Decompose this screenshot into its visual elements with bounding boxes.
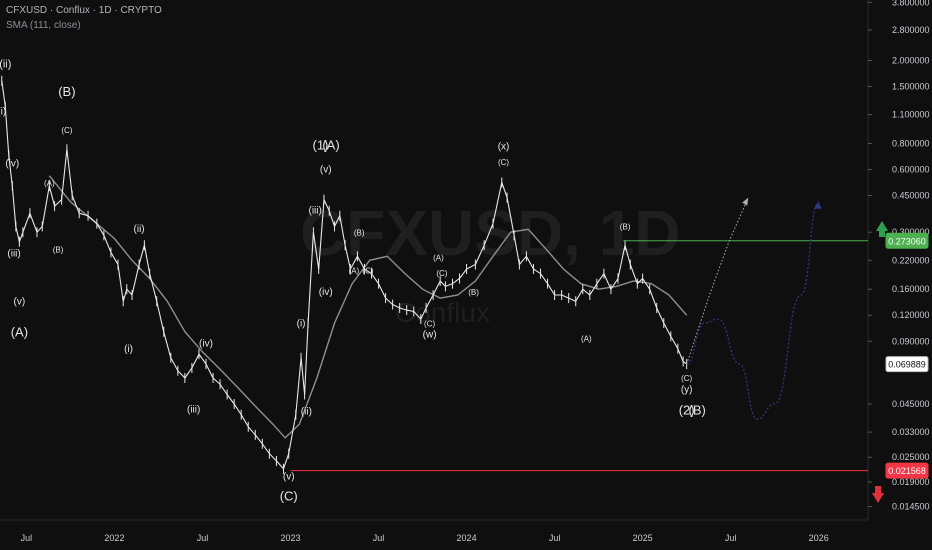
price-series-line: [1, 80, 688, 470]
time-tick-label: Jul: [197, 533, 209, 543]
levels-layer: [290, 240, 868, 472]
resistance-price-tag-label: 0.273060: [888, 236, 926, 246]
wave-label: (A): [349, 267, 360, 276]
sma-line: [48, 175, 688, 439]
wave-label: (v): [14, 297, 26, 308]
wave-label: (C): [681, 374, 692, 383]
wave-label: (ii): [0, 59, 11, 71]
price-tick-label: 0.220000: [892, 255, 930, 265]
wave-labels-layer: (ii)(i)(iv)(iii)(v)(A)(B)(C)(A)(B)(ii)(i…: [0, 59, 706, 504]
support-price-tag-label: 0.021568: [888, 466, 926, 476]
price-tick-label: 2.000000: [892, 55, 930, 65]
price-tick-label: 0.045000: [892, 399, 930, 409]
resistance-price-tag-box: [885, 232, 929, 249]
current-price-tag-label: 0.069889: [888, 360, 926, 370]
price-tick-label: 0.120000: [892, 310, 930, 320]
arrow-down-icon-stem: [875, 486, 881, 493]
wave-label: (B): [689, 403, 706, 418]
chart-title: CFXUSD · Conflux · 1D · CRYPTO: [6, 5, 162, 16]
projection-alternate-path: [686, 201, 820, 420]
price-tick-label: 0.160000: [892, 284, 930, 294]
price-tick-label: 0.600000: [892, 164, 930, 174]
wave-label: (iii): [7, 248, 20, 259]
price-tick-label: 0.300000: [892, 227, 930, 237]
wave-label: (v): [283, 472, 295, 483]
time-tick-label: 2022: [104, 533, 124, 543]
watermark-name: Conflux: [395, 297, 490, 328]
projection-layer: [686, 197, 822, 420]
wave-label: (y): [681, 385, 693, 396]
wave-label: (A): [11, 324, 28, 339]
wave-label: (B): [620, 222, 631, 231]
arrow-up-icon-stem: [879, 231, 885, 237]
wave-label: (B): [354, 228, 365, 237]
time-axis[interactable]: Jul 2022 Jul 2023 Jul 2024 Jul 2025 Jul 2026: [21, 533, 829, 543]
wave-label: (iii): [187, 404, 200, 415]
wave-label: (B): [468, 288, 479, 297]
time-tick-label: 2024: [457, 533, 477, 543]
wave-label: (iii): [308, 205, 321, 216]
time-tick-label: Jul: [373, 533, 385, 543]
price-tick-label: 0.033000: [892, 427, 930, 437]
price-tick-label: 0.800000: [892, 138, 930, 148]
wave-label: (ii): [301, 407, 312, 418]
price-tick-label: 0.450000: [892, 191, 930, 201]
wave-label: (C): [424, 319, 435, 328]
price-tags-layer: 0.273060 0.069889 0.021568: [885, 232, 929, 479]
wave-label: (ii): [134, 224, 145, 235]
wave-label: (C): [436, 269, 447, 278]
arrow-up-icon: [876, 221, 888, 231]
support-price-tag-box: [885, 462, 929, 479]
price-tick-label: 0.019000: [892, 477, 930, 487]
time-tick-label: Jul: [21, 533, 33, 543]
price-axis[interactable]: 3.800000 2.800000 2.000000 1.500000 1.100000…: [868, 0, 930, 512]
wave-label: (x): [498, 141, 510, 152]
time-tick-label: 2023: [280, 533, 300, 543]
projection-bullish-path: [686, 197, 749, 365]
wave-label: (B): [53, 245, 64, 254]
price-layer: [1, 75, 688, 474]
wave-label: (A): [322, 137, 339, 152]
wave-label: (i): [297, 318, 306, 329]
wave-label: (A): [433, 253, 444, 262]
price-tick-label: 0.014500: [892, 502, 930, 512]
price-tick-label: 1.100000: [892, 110, 930, 120]
wave-label: (v): [320, 165, 332, 176]
wave-label: (2): [679, 403, 695, 418]
wave-label: (1): [312, 137, 328, 152]
wave-label: (C): [362, 267, 373, 276]
price-tick-label: 0.090000: [892, 336, 930, 346]
price-tick-label: 3.800000: [892, 0, 930, 7]
current-price-tag-box: [885, 356, 929, 373]
wave-label: (A): [581, 334, 592, 343]
wave-label: (B): [58, 84, 75, 99]
wave-label: (i): [0, 107, 6, 118]
wave-label: (i): [124, 344, 133, 355]
watermark-symbol: CFXUSD, 1D: [300, 197, 681, 269]
wave-label: (iv): [319, 287, 333, 298]
time-tick-label: 2025: [633, 533, 653, 543]
projection-bullish-arrowhead: [742, 197, 749, 206]
price-tick-label: 0.025000: [892, 452, 930, 462]
sma-layer: [48, 175, 688, 439]
price-tick-label: 2.800000: [892, 25, 930, 35]
price-tick-label: 1.500000: [892, 82, 930, 92]
wave-label: (iv): [5, 159, 19, 170]
wave-label: (A): [44, 179, 55, 188]
wave-label: (C): [280, 489, 298, 504]
time-tick-label: Jul: [725, 533, 737, 543]
projection-alternate-arrowhead: [813, 201, 822, 209]
time-tick-label: 2026: [809, 533, 829, 543]
time-tick-label: Jul: [549, 533, 561, 543]
wave-label: (C): [61, 126, 72, 135]
arrow-down-icon: [872, 493, 884, 503]
wave-label: (C): [498, 158, 509, 167]
indicator-legend[interactable]: SMA (111, close): [6, 20, 81, 31]
wave-label: (w): [423, 329, 437, 340]
wave-label: (iv): [199, 338, 213, 349]
